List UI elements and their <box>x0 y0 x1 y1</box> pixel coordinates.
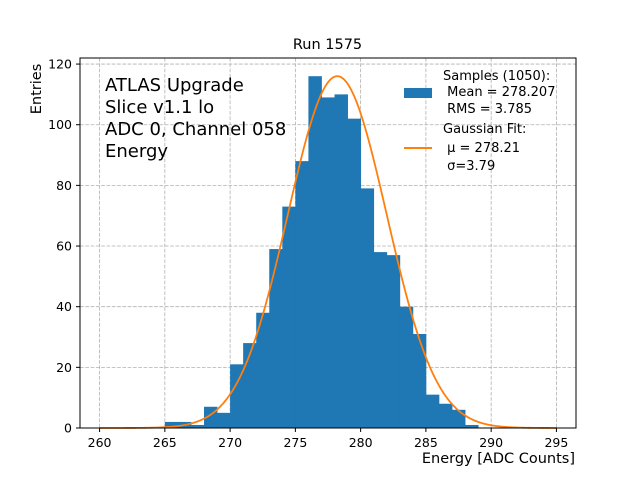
chart-title: Run 1575 <box>293 37 362 53</box>
axes-layer <box>79 57 577 429</box>
histogram-bar <box>321 97 335 428</box>
legend-fit-label: Gaussian Fit: <box>443 122 526 137</box>
y-tick-label: 40 <box>56 299 72 314</box>
histogram-bar <box>386 255 401 428</box>
legend-fit-sigma: σ=3.79 <box>443 159 495 174</box>
legend-samples-rms: RMS = 3.785 <box>443 102 532 117</box>
histogram-bar <box>412 333 427 428</box>
histogram-bar <box>347 118 362 429</box>
histogram-bar <box>465 424 479 428</box>
gaussian-fit-layer <box>99 75 557 429</box>
legend-samples-swatch <box>404 88 432 98</box>
histogram-bar <box>425 394 440 428</box>
x-tick-label: 260 <box>88 435 112 450</box>
histogram-bar <box>217 412 231 428</box>
x-tick-label: 265 <box>153 435 177 450</box>
histogram-bar <box>399 306 414 428</box>
histogram-bar <box>256 312 270 428</box>
info-line-quantity: Energy <box>105 141 168 162</box>
x-tick-label: 280 <box>349 435 373 450</box>
histogram-bar <box>269 249 283 428</box>
x-tick-label: 295 <box>544 435 568 450</box>
histogram-bar <box>308 76 322 429</box>
info-line-slice: Slice v1.1 lo <box>105 97 214 118</box>
y-tick-label: 0 <box>64 421 72 436</box>
y-tick-label: 100 <box>48 117 72 132</box>
legend-samples-label: Samples (1050): <box>443 69 550 84</box>
legend: Samples (1050): Mean = 278.207 RMS = 3.7… <box>404 69 555 174</box>
x-tick-label: 285 <box>414 435 438 450</box>
histogram-bar <box>295 161 309 429</box>
x-axis-label: Energy [ADC Counts] <box>422 451 575 467</box>
axes-frame <box>79 57 577 429</box>
histogram-bar <box>282 206 296 428</box>
histogram-bar <box>438 403 453 428</box>
histogram-bar <box>452 409 466 428</box>
ticks-layer: 260 265 270 275 280 285 290 295 0 20 40 60 80 100 120 <box>48 57 568 450</box>
info-line-experiment: ATLAS Upgrade <box>105 75 244 96</box>
histogram-bar <box>373 252 388 428</box>
y-tick-label: 20 <box>56 360 72 375</box>
histogram-bar <box>164 421 179 428</box>
y-tick-label: 60 <box>56 239 72 254</box>
gaussian-fit-curve <box>99 75 557 429</box>
y-tick-label: 80 <box>56 178 72 193</box>
y-tick-label: 120 <box>48 57 72 72</box>
x-tick-label: 275 <box>283 435 307 450</box>
histogram-bar <box>190 424 205 428</box>
x-tick-label: 270 <box>218 435 242 450</box>
x-tick-label: 290 <box>479 435 503 450</box>
info-line-channel: ADC 0, Channel 058 <box>105 119 286 140</box>
info-text-block: ATLAS Upgrade Slice v1.1 lo ADC 0, Chann… <box>105 75 286 162</box>
histogram-bar <box>360 188 375 428</box>
legend-samples-mean: Mean = 278.207 <box>443 85 555 100</box>
histogram-bar <box>334 94 348 429</box>
y-axis-label: Entries <box>29 64 45 115</box>
histogram-bar <box>230 364 244 428</box>
legend-fit-mu: μ = 278.21 <box>443 141 520 156</box>
